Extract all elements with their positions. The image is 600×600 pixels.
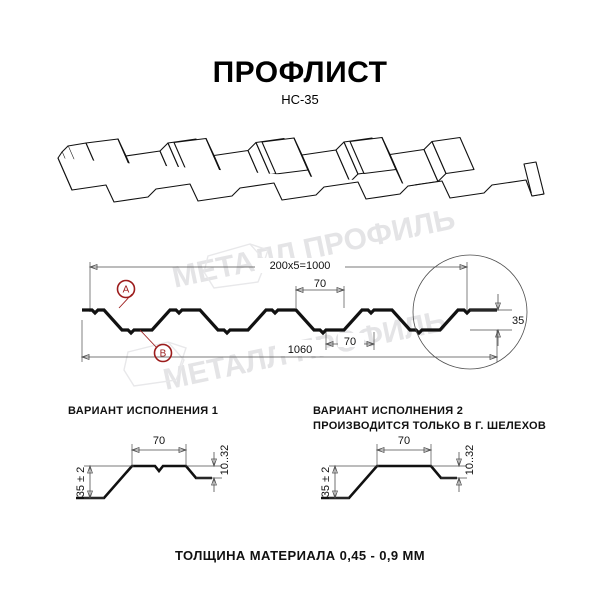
- callout-a-circle: [116, 279, 136, 299]
- variant-2-dimension-web: 10..32: [431, 445, 476, 492]
- material-thickness-note: ТОЛЩИНА МАТЕРИАЛА 0,45 - 0,9 ММ: [175, 548, 425, 563]
- variant-1-block: ВАРИАНТ ИСПОЛНЕНИЯ 1 70 35 ± 2: [68, 405, 231, 500]
- variant-2-web-label: 10..32: [464, 445, 476, 476]
- variant-2-flat-label: 70: [398, 435, 410, 447]
- variant-2-heading: ВАРИАНТ ИСПОЛНЕНИЯ 2: [313, 405, 463, 417]
- callout-a-label: A: [123, 285, 130, 296]
- variant-2-height-label: 35 ± 2: [320, 467, 332, 498]
- variant-2-dimension-height: 35 ± 2: [320, 464, 379, 500]
- variant-1-dimension-height: 35 ± 2: [75, 464, 134, 500]
- callout-a: A: [116, 279, 136, 309]
- variant-2-note: ПРОИЗВОДИТСЯ ТОЛЬКО В Г. ШЕЛЕХОВ: [313, 420, 546, 432]
- detail-view-circle: [412, 254, 528, 370]
- model-subtitle: НС-35: [281, 92, 319, 107]
- height-dimension-label: 35: [512, 315, 524, 327]
- variant-1-dimension-70: 70: [130, 435, 188, 466]
- variant-1-profile-path: [76, 464, 212, 500]
- variant-1-web-label: 10..32: [219, 445, 231, 476]
- callout-b-circle: [153, 343, 173, 363]
- section-profile-path: [82, 308, 497, 336]
- dimension-overall-width: 1060: [80, 320, 499, 362]
- callout-b-label: B: [160, 349, 167, 360]
- page-title: ПРОФЛИСТ: [213, 56, 388, 89]
- pitch-dimension-label: 200x5=1000: [270, 260, 331, 272]
- variant-1-flat-label: 70: [153, 435, 165, 447]
- variant-2-dimension-70: 70: [375, 435, 433, 466]
- dimension-pitch: 200x5=1000: [88, 258, 469, 312]
- title-block: ПРОФЛИСТ НС-35: [213, 56, 388, 107]
- variant-1-heading: ВАРИАНТ ИСПОЛНЕНИЯ 1: [68, 405, 218, 417]
- isometric-panel-illustration: [57, 136, 545, 203]
- variant-1-height-label: 35 ± 2: [75, 467, 87, 498]
- metall-profil-logo: [123, 243, 269, 387]
- main-cross-section-drawing: 200x5=1000 1060 35: [80, 254, 528, 370]
- top-flat-dimension-label: 70: [314, 278, 326, 290]
- dimension-height-35: 35: [470, 294, 524, 346]
- overall-width-label: 1060: [288, 344, 312, 356]
- bottom-flat-dimension-label: 70: [344, 336, 356, 348]
- variant-2-block: ВАРИАНТ ИСПОЛНЕНИЯ 2 ПРОИЗВОДИТСЯ ТОЛЬКО…: [313, 405, 546, 500]
- variant-1-dimension-web: 10..32: [186, 445, 231, 492]
- dimension-bottom-flat-70: 70: [324, 332, 376, 350]
- callout-b: B: [139, 329, 173, 363]
- dimension-top-flat-70: 70: [294, 275, 346, 308]
